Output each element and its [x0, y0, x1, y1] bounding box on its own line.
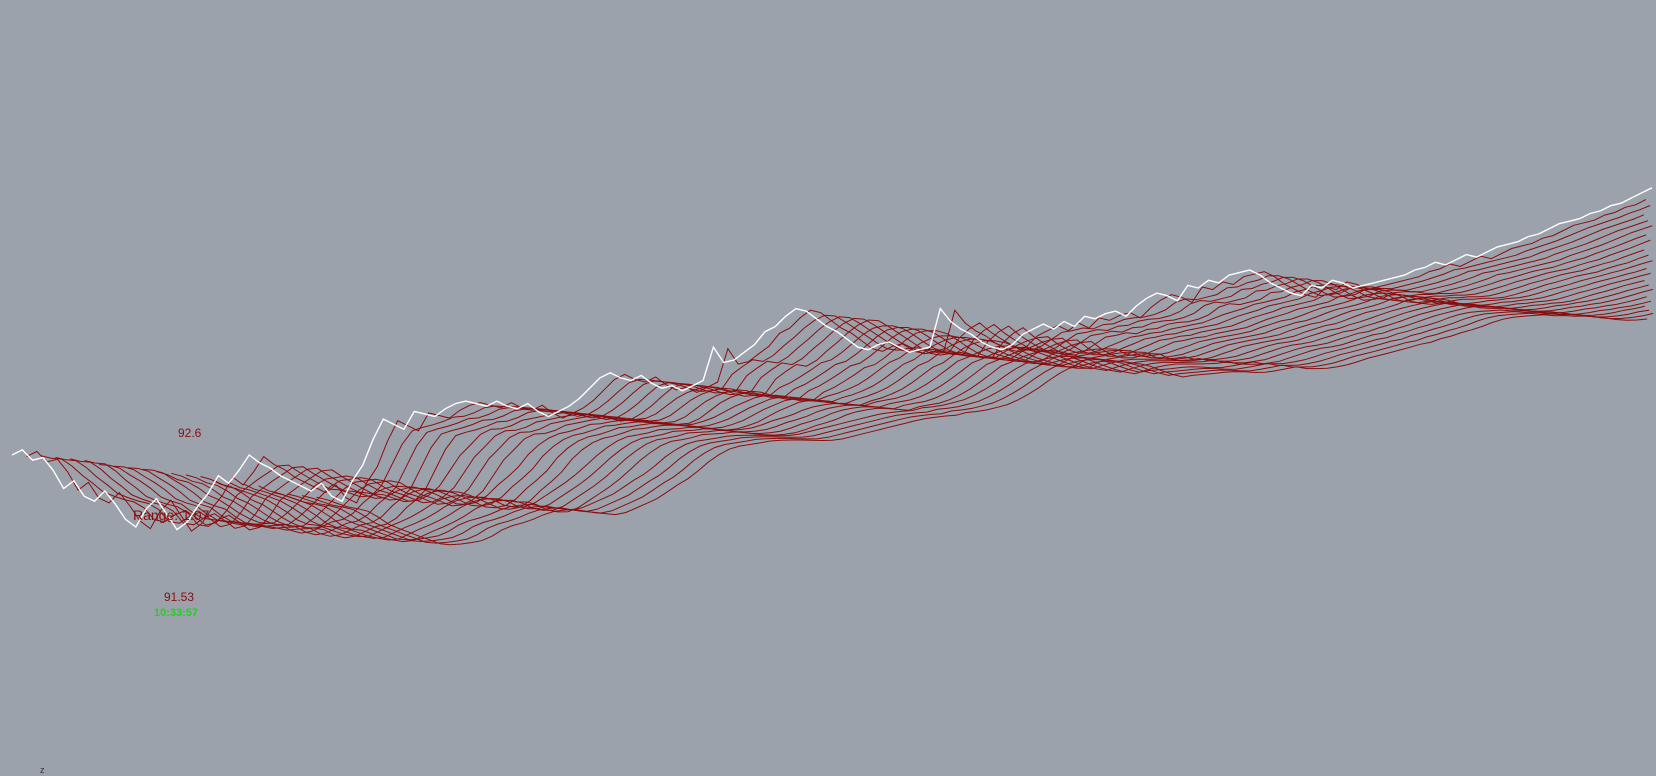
series-line-history-4	[69, 220, 1649, 529]
series-line-history-13	[200, 280, 1645, 539]
series-line-history-20	[301, 312, 1654, 544]
series-line-history-1	[26, 199, 1647, 532]
series-line-history-18	[272, 305, 1645, 541]
series-line-current	[11, 187, 1653, 531]
range-label: Range: 1.07	[133, 507, 210, 523]
series-line-history-16	[243, 296, 1647, 541]
series-line-history-6	[98, 234, 1647, 526]
max-value-label: 92.6	[178, 426, 202, 440]
min-value-label: 91.53	[164, 590, 195, 604]
series-line-history-14	[214, 284, 1649, 538]
timestamp-label: 10:33:57	[154, 607, 199, 619]
series-line-history-2	[40, 205, 1651, 526]
series-line-history-7	[113, 239, 1651, 528]
series-line-history-19	[287, 309, 1650, 543]
series-line-history-17	[258, 300, 1652, 543]
series-line-history-3	[55, 214, 1645, 528]
axis-label: z	[40, 765, 45, 775]
series-line-history-12	[185, 272, 1651, 537]
series-line-history-5	[84, 225, 1653, 531]
series-line-history-21	[316, 314, 1648, 546]
series-line-history-9	[142, 254, 1649, 531]
